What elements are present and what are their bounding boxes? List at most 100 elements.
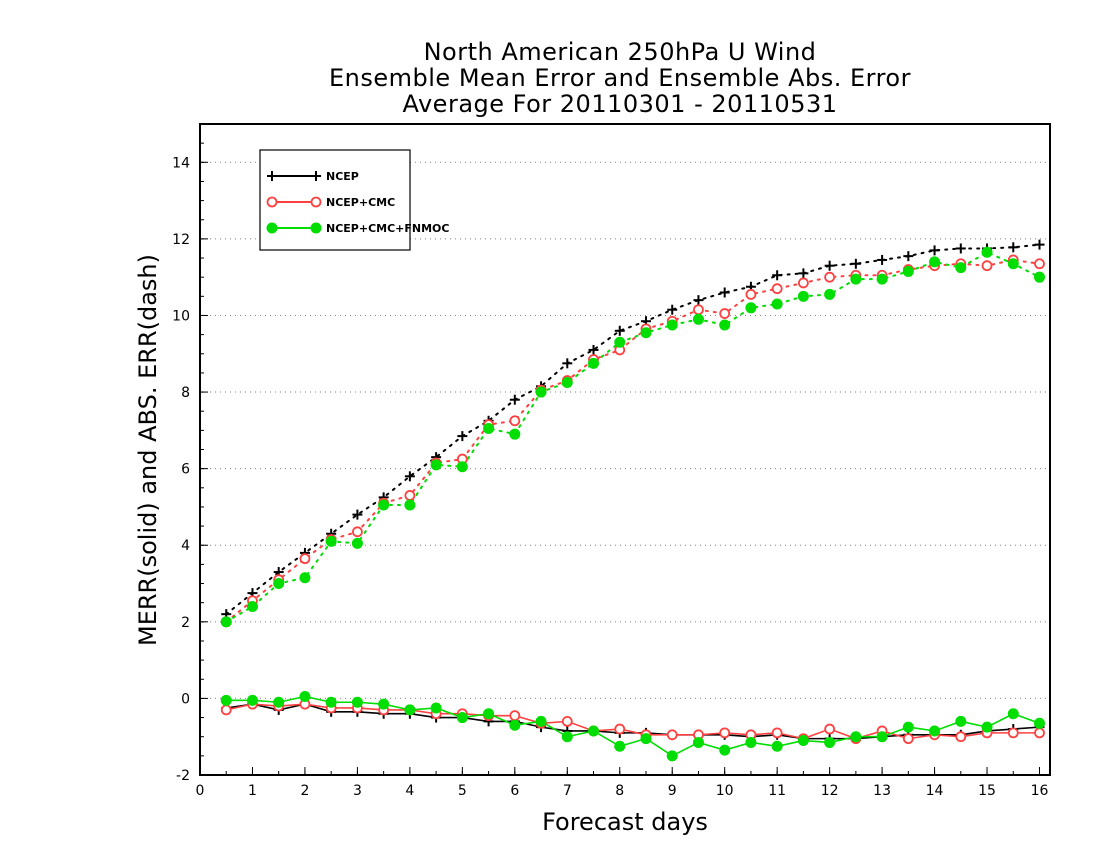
- series-2-mean-err-point: [456, 712, 468, 724]
- series-2-mean-err-point: [273, 696, 285, 708]
- y-tick-label: -2: [176, 768, 190, 784]
- series-1-abs-err-point: [1034, 258, 1045, 270]
- series-2-abs-err-point: [666, 319, 678, 331]
- series-2-mean-err-point: [1007, 708, 1019, 720]
- series-2-abs-err-point: [797, 290, 809, 302]
- series-0-abs-err-point: [929, 245, 940, 256]
- series-2-abs-err-point: [981, 246, 993, 258]
- series-1-mean-err-point: [561, 715, 573, 727]
- series-2-mean-err-point: [509, 719, 521, 731]
- y-tick-label: 6: [181, 462, 190, 478]
- chart-title-line-3: Average For 20110301 - 20110531: [402, 90, 838, 118]
- series-2-mean-err-point: [640, 733, 652, 745]
- series-1-abs-err-point: [299, 553, 311, 565]
- series-2-abs-err-point: [1034, 271, 1046, 283]
- series-2-mean-err-point: [246, 694, 258, 706]
- x-tick-label: 5: [458, 783, 467, 799]
- chart-title-line-1: North American 250hPa U Wind: [423, 38, 817, 66]
- series-2-mean-err-point: [850, 731, 862, 743]
- legend-label: NCEP: [326, 170, 359, 183]
- series-2-abs-err-point: [771, 298, 783, 310]
- legend-marker-start: [266, 222, 278, 234]
- series-1-mean-err-point: [614, 723, 626, 735]
- series-2-abs-err-line: [225, 251, 1041, 623]
- series-2-abs-err-point: [220, 616, 232, 628]
- series-2-mean-err-point: [614, 740, 626, 752]
- series-2-mean-err-point: [797, 735, 809, 747]
- series-2-mean-err-point: [404, 704, 416, 716]
- series-2-abs-err-point: [509, 428, 521, 440]
- series-0-abs-err-point: [693, 295, 704, 306]
- legend-marker-end: [310, 222, 322, 234]
- series-1-mean-err-point: [771, 727, 783, 739]
- series-2-mean-err-point: [876, 731, 888, 743]
- series-1-mean-err-point: [824, 723, 836, 735]
- series-1-mean-err-point: [1034, 727, 1045, 739]
- series-0-abs-err-point: [850, 258, 861, 269]
- series-2-abs-err-point: [378, 499, 390, 511]
- series-2-mean-err-point: [771, 740, 783, 752]
- series-1-mean-err-point: [902, 733, 914, 745]
- legend-entry: NCEP+CMC: [272, 196, 395, 209]
- series-2-mean-err-point: [981, 721, 993, 733]
- series-1-abs-err-point: [745, 289, 757, 300]
- series-2-abs-err-point: [588, 357, 600, 369]
- series-2-abs-err-point: [456, 461, 468, 473]
- series-2-abs-err-point: [850, 273, 862, 285]
- series-1-abs-err-point: [719, 308, 731, 319]
- series-2-abs-err-point: [561, 376, 573, 388]
- series-2-abs-err-point: [246, 601, 258, 613]
- series-2-mean-err-point: [745, 736, 757, 748]
- legend-marker-end: [311, 171, 321, 181]
- series-2-mean-err-point: [1034, 717, 1046, 729]
- series-2-abs-err-point: [692, 313, 704, 325]
- series-0-abs-err-point: [903, 251, 914, 262]
- y-tick-label: 14: [172, 155, 190, 171]
- series-2-mean-err-point: [483, 708, 495, 720]
- series-2-abs-err-point: [929, 256, 941, 268]
- series-1-abs-err-point: [693, 304, 704, 316]
- series-2-mean-err-point: [692, 736, 704, 748]
- series-2-abs-err-point: [1007, 258, 1019, 270]
- legend-entry: NCEP+CMC+FNMOC: [272, 222, 449, 235]
- series-2-mean-err-point: [299, 690, 311, 702]
- series-2-mean-err-point: [351, 696, 363, 708]
- x-axis-label: Forecast days: [542, 808, 708, 836]
- series-2-mean-err-point: [666, 750, 678, 762]
- series-2-abs-err-point: [824, 288, 836, 300]
- series-0-abs-err-point: [824, 260, 835, 271]
- series-1-abs-err-point: [771, 283, 783, 295]
- series-1-abs-err-point: [981, 260, 993, 272]
- series-1-mean-err-point: [1007, 727, 1019, 739]
- series-2-abs-err-point: [955, 262, 967, 274]
- series-0-abs-err-point: [1034, 239, 1045, 250]
- legend-label: NCEP+CMC: [326, 196, 395, 209]
- x-tick-label: 9: [668, 783, 677, 799]
- y-tick-label: 8: [181, 385, 190, 401]
- series-2-abs-err-point: [719, 319, 731, 331]
- legend-entry: NCEP: [272, 170, 359, 183]
- x-tick-label: 3: [353, 783, 362, 799]
- series-2-mean-err-point: [220, 694, 232, 706]
- series-1-abs-err-point: [404, 490, 416, 501]
- series-1-abs-err-line: [225, 258, 1041, 623]
- series-0-abs-err-point: [588, 344, 599, 355]
- x-tick-label: 4: [405, 783, 414, 799]
- x-tick-label: 16: [1031, 783, 1049, 799]
- series-2-abs-err-point: [876, 273, 888, 285]
- series-2-abs-err-point: [404, 499, 416, 511]
- series-2-abs-err-point: [535, 386, 547, 398]
- legend-marker-start: [266, 196, 278, 208]
- series-1-mean-err-point: [220, 704, 232, 716]
- x-tick-label: 1: [248, 783, 257, 799]
- series-2-mean-err-point: [824, 736, 836, 748]
- x-tick-label: 2: [300, 783, 309, 799]
- x-tick-label: 11: [768, 783, 786, 799]
- series-0-abs-err-point: [667, 304, 678, 315]
- legend-marker-start: [267, 171, 277, 181]
- series-2-abs-err-point: [745, 302, 757, 314]
- series-0-abs-err-point: [1008, 242, 1019, 253]
- series-1-abs-err-point: [352, 526, 363, 538]
- x-tick-label: 10: [716, 783, 734, 799]
